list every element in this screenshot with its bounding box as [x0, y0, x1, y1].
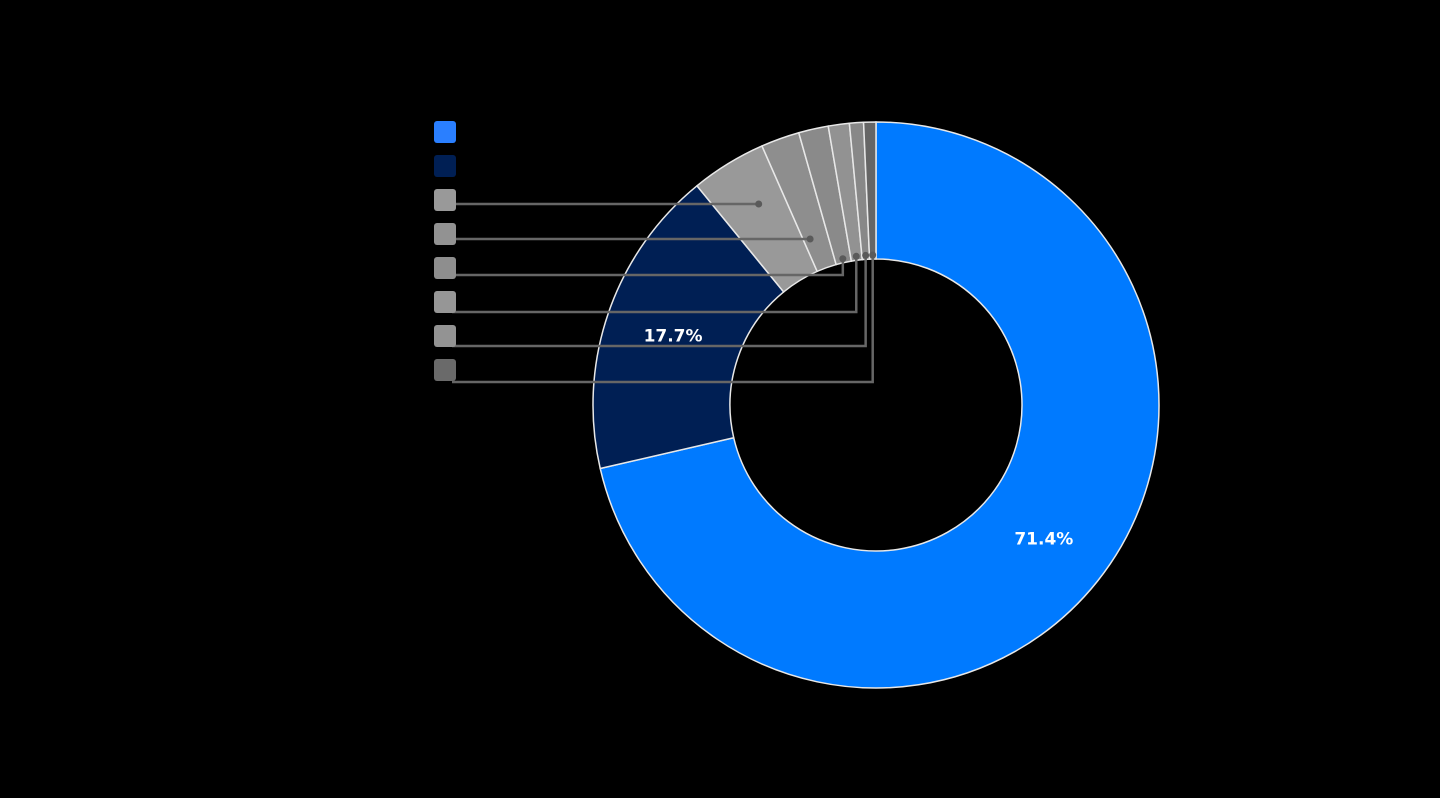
- legend-swatch-2: [434, 189, 456, 211]
- leader-line-5: [452, 256, 858, 314]
- donut-slice-1[interactable]: [592, 184, 785, 470]
- legend-swatch-3: [434, 223, 456, 245]
- slice-value-label: 17.7%: [644, 327, 703, 347]
- legend: [434, 121, 456, 381]
- leader-dot-4: [839, 255, 847, 263]
- legend-swatch-7: [434, 359, 456, 381]
- leader-dot-7: [869, 251, 877, 259]
- donut-slice-7[interactable]: [862, 121, 877, 260]
- leader-line-6: [452, 255, 867, 348]
- donut-slices: [592, 121, 1160, 689]
- legend-swatch-6: [434, 325, 456, 347]
- leader-line-7: [452, 255, 874, 384]
- leader-line-4: [452, 258, 845, 277]
- legend-swatch-1: [434, 155, 456, 177]
- legend-swatch-5: [434, 291, 456, 313]
- leader-dot-5: [852, 252, 860, 260]
- legend-swatch-4: [434, 257, 456, 279]
- leader-dot-2: [755, 200, 763, 208]
- slice-value-label: 71.4%: [1014, 530, 1073, 550]
- slice-labels: 71.4% 17.7%: [644, 327, 1074, 550]
- donut-slice-0[interactable]: [599, 121, 1160, 689]
- leader-dot-6: [862, 251, 870, 259]
- legend-swatch-0: [434, 121, 456, 143]
- leader-lines: [452, 200, 877, 384]
- leader-dot-3: [806, 235, 814, 243]
